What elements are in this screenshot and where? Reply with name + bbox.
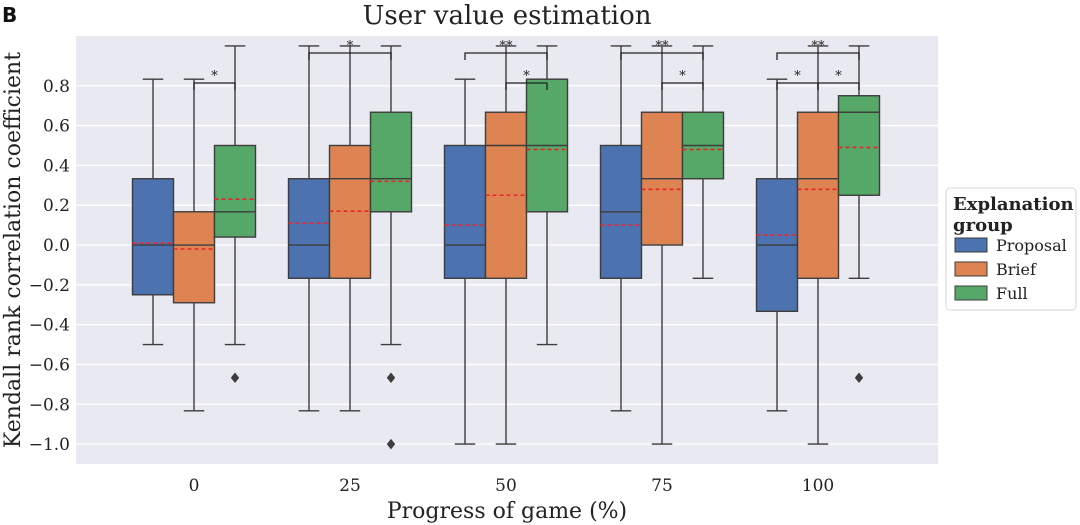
y-axis-label: Kendall rank correlation coefficient — [1, 52, 26, 448]
legend-box — [945, 187, 1077, 311]
legend-label-brief: Brief — [996, 260, 1037, 279]
full-box-25 — [369, 111, 413, 213]
significance-label: ** — [656, 39, 670, 54]
legend-swatch-full — [954, 285, 988, 301]
x-axis-label: Progress of game (%) — [387, 499, 627, 524]
significance-label: * — [679, 69, 686, 84]
significance-bracket — [464, 52, 548, 60]
significance-bracket — [620, 52, 704, 60]
full-box-0-outlier — [230, 372, 240, 384]
brief-box-50 — [484, 111, 528, 279]
y-axis-ticks: 0.8 0.6 0.4 0.2 0.0 −0.2 −0.4 −0.6 −0.8 −1.0 — [29, 77, 70, 455]
y-tick-label: −0.2 — [29, 276, 70, 296]
proposal-box-0 — [131, 178, 175, 296]
legend-title-line-1: Explanation — [953, 194, 1074, 215]
significance-label: ** — [500, 39, 514, 54]
x-tick-label: 25 — [339, 476, 361, 496]
legend-label-proposal: Proposal — [996, 236, 1067, 255]
legend-swatch-proposal — [954, 237, 988, 253]
full-box-100 — [837, 95, 881, 196]
legend-entries: Proposal Brief Full — [954, 236, 1067, 303]
legend-title-line-2: group — [953, 215, 1013, 236]
proposal-box-25 — [287, 178, 331, 279]
y-tick-label: −0.6 — [29, 355, 70, 375]
y-tick-label: 0.8 — [43, 77, 70, 97]
brief-box-25 — [328, 144, 372, 279]
proposal-box-50 — [443, 144, 487, 279]
x-tick-label: 100 — [802, 476, 834, 496]
significance-annotations: ********* *** — [193, 39, 860, 90]
x-tick-label: 50 — [495, 476, 517, 496]
significance-bracket — [308, 52, 392, 60]
significance-bracket — [661, 82, 704, 90]
x-tick-label: 0 — [189, 476, 200, 496]
legend: Explanation group Proposal Brief Full — [945, 187, 1077, 311]
significance-bracket — [776, 52, 860, 60]
y-tick-label: −0.4 — [29, 316, 70, 336]
significance-label: ** — [812, 39, 826, 54]
legend-swatch-brief — [954, 261, 988, 277]
panel-label: B — [2, 3, 17, 27]
chart-title: User value estimation — [362, 1, 651, 31]
x-tick-label: 75 — [651, 476, 673, 496]
y-tick-label: −1.0 — [29, 435, 70, 455]
legend-label-full: Full — [996, 284, 1028, 303]
significance-bracket — [505, 82, 548, 90]
y-tick-label: 0.2 — [43, 196, 70, 216]
full-box-0 — [213, 144, 257, 238]
x-axis-ticks: 0 25 50 75 100 — [189, 476, 835, 496]
y-tick-label: −0.8 — [29, 395, 70, 415]
series-brief — [172, 45, 840, 445]
full-box-100-outlier — [854, 372, 864, 384]
full-box-25-outlier — [386, 372, 396, 384]
y-tick-label: 0.0 — [43, 236, 70, 256]
significance-label: * — [211, 69, 218, 84]
significance-bracket — [817, 82, 860, 90]
brief-box-100 — [796, 111, 840, 279]
y-tick-label: 0.4 — [43, 156, 70, 176]
significance-label: * — [523, 69, 530, 84]
significance-label: * — [835, 69, 842, 84]
significance-bracket — [193, 82, 236, 90]
series-proposal — [131, 45, 799, 445]
significance-label: * — [794, 69, 801, 84]
series-full — [213, 45, 881, 450]
box-series — [131, 45, 881, 450]
brief-box-0 — [172, 211, 216, 304]
y-tick-label: 0.6 — [43, 117, 70, 137]
significance-label: * — [347, 39, 354, 54]
full-box-25-outlier — [386, 438, 396, 450]
